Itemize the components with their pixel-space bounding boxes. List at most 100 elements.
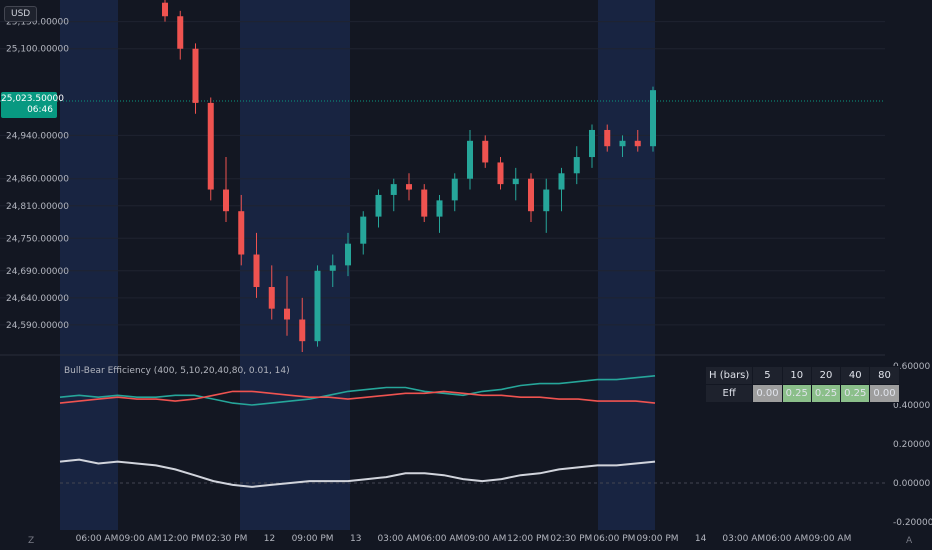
candle-body — [375, 194, 382, 217]
eff-value-80: 0.00 — [870, 385, 899, 402]
candle-body — [543, 189, 550, 212]
candle-body — [284, 308, 290, 320]
price-tick-label: 24,810.00000 — [6, 202, 69, 212]
candle-body — [558, 173, 565, 190]
indicator-tick-label: 0.60000 — [893, 362, 930, 372]
candle-body — [299, 319, 306, 342]
price-tick-label: 24,640.00000 — [6, 294, 69, 304]
net-efficiency-line — [59, 458, 656, 488]
candle-body — [177, 16, 184, 49]
time-tick-label: 12:00 PM — [507, 534, 549, 544]
candle-body — [573, 157, 580, 174]
time-tick-label: 09:00 PM — [292, 534, 334, 544]
time-axis: 06:00 AM 09:00 AM 12:00 PM 02:30 PM 12 09:00 … — [76, 534, 852, 544]
candle-body — [253, 254, 260, 288]
last-price-countdown: 06:46 — [27, 105, 53, 115]
price-tick-label: 24,690.00000 — [6, 267, 69, 277]
time-tick-label: 12 — [264, 534, 275, 544]
time-tick-label: 14 — [695, 534, 707, 544]
candle-body — [406, 184, 412, 190]
candle-body — [528, 178, 534, 212]
candle-body — [238, 211, 245, 255]
price-axis: 25,150.00000 25,100.00000 24,940.00000 24,8… — [6, 18, 69, 331]
grid-lines — [0, 21, 885, 484]
candle-body — [512, 178, 519, 185]
time-tick-label: 09:00 AM — [119, 534, 162, 544]
session-band-0 — [60, 0, 118, 530]
candle-body — [634, 140, 641, 147]
candle-body — [268, 287, 275, 309]
timezone-icon[interactable]: Z — [28, 536, 35, 546]
price-tick-label: 24,750.00000 — [6, 234, 69, 244]
eff-value-20: 0.25 — [811, 385, 841, 402]
last-price-badge: 25,023.50000 06:46 — [1, 92, 64, 118]
candle-body — [162, 2, 168, 17]
candle-body — [360, 216, 367, 244]
price-tick-label: 25,100.00000 — [6, 45, 69, 55]
candle-body — [619, 140, 626, 147]
indicator-tick-label: 0.00000 — [893, 479, 930, 489]
time-tick-label: 02:30 PM — [550, 534, 592, 544]
last-price-value: 25,023.50000 — [1, 94, 64, 104]
time-tick-label: 06:00 AM — [421, 534, 464, 544]
horizon-80: 80 — [870, 367, 899, 384]
time-tick-label: 03:00 AM — [377, 534, 420, 544]
currency-selector[interactable]: USD — [4, 6, 38, 22]
indicator-tick-label: -0.20000 — [893, 518, 932, 528]
candle-body — [604, 129, 611, 147]
price-tick-label: 24,590.00000 — [6, 321, 69, 331]
horizon-10: 10 — [782, 367, 811, 384]
indicator-axis: 0.60000 0.40000 0.20000 0.00000 -0.20000 — [893, 362, 932, 528]
candle-body — [329, 265, 336, 271]
indicator-title[interactable]: Bull-Bear Efficiency (400, 5,10,20,40,80… — [64, 366, 290, 376]
candle-body — [467, 140, 473, 179]
time-tick-label: 03:00 AM — [722, 534, 765, 544]
candle-body — [497, 162, 504, 185]
bear-efficiency-line — [59, 390, 656, 404]
horizon-40: 40 — [841, 367, 870, 384]
auto-scale-icon[interactable]: A — [906, 536, 913, 546]
horizon-20: 20 — [811, 367, 841, 384]
time-tick-label: 06:00 AM — [766, 534, 809, 544]
bull-efficiency-line — [59, 375, 656, 406]
session-band-1 — [240, 0, 258, 530]
efficiency-table-header-row: H (bars) 5 10 20 40 80 — [706, 367, 899, 384]
candle-body — [390, 184, 397, 195]
candle-body — [589, 129, 595, 158]
time-tick-label: 13 — [350, 534, 361, 544]
candle-body — [451, 178, 458, 201]
eff-value-5: 0.00 — [753, 385, 782, 402]
eff-row-label: Eff — [706, 385, 753, 402]
session-band-3 — [598, 0, 655, 530]
candle-body — [192, 48, 199, 103]
efficiency-table: H (bars) 5 10 20 40 80 Eff 0.00 0.25 0.2… — [705, 366, 900, 403]
candle-body — [436, 200, 443, 217]
candle-body — [482, 140, 489, 163]
candle-body — [345, 243, 351, 266]
time-tick-label: 09:00 AM — [464, 534, 507, 544]
price-tick-label: 25,150.00000 — [6, 18, 69, 28]
eff-value-10: 0.25 — [782, 385, 811, 402]
candle-body — [223, 189, 229, 212]
session-bands — [60, 0, 655, 530]
time-tick-label: 02:30 PM — [205, 534, 247, 544]
horizon-header-label: H (bars) — [706, 367, 753, 384]
time-tick-label: 06:00 PM — [593, 534, 635, 544]
candle-body — [207, 102, 214, 190]
price-tick-label: 24,860.00000 — [6, 175, 69, 185]
price-candles — [162, 0, 656, 352]
indicator-tick-label: 0.40000 — [893, 401, 930, 411]
indicator-tick-label: 0.20000 — [893, 440, 930, 450]
price-tick-label: 24,940.00000 — [6, 131, 69, 141]
time-tick-label: 06:00 AM — [76, 534, 119, 544]
time-tick-label: 09:00 AM — [809, 534, 852, 544]
time-tick-label: 12:00 PM — [162, 534, 204, 544]
indicator-lines — [59, 375, 656, 488]
session-band-2 — [258, 0, 350, 530]
candle-body — [314, 270, 321, 342]
horizon-5: 5 — [753, 367, 782, 384]
time-tick-label: 09:00 PM — [637, 534, 679, 544]
candle-body — [421, 189, 428, 217]
